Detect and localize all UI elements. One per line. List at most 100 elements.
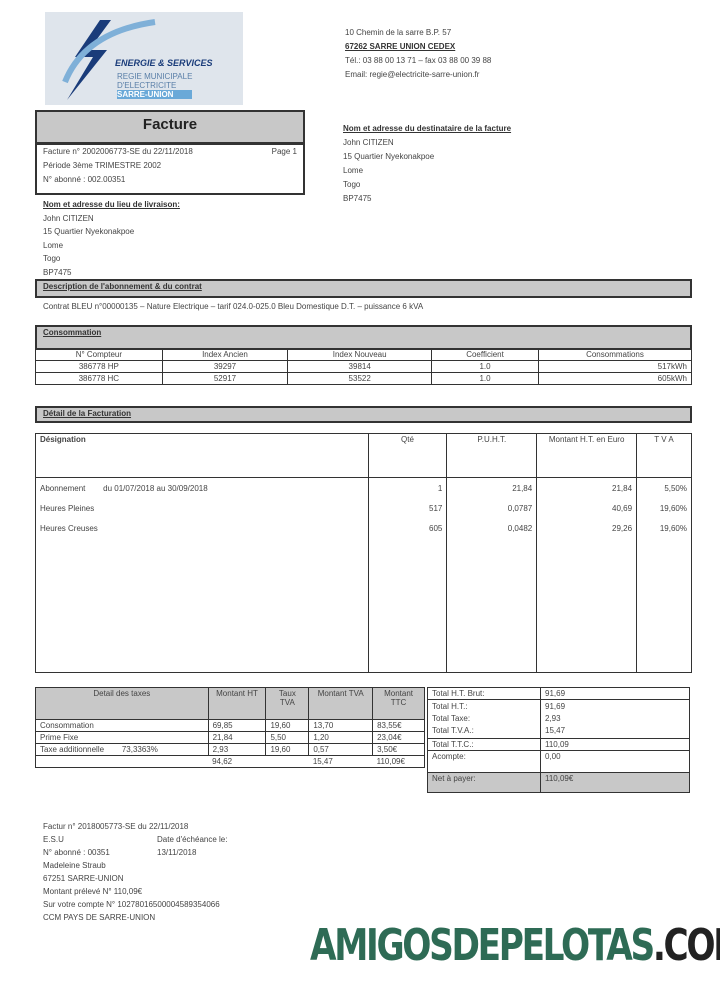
designation-cell: Abonnement du 01/07/2018 au 30/09/2018 He… [35, 477, 369, 673]
delivery-line: Togo [43, 254, 61, 263]
payment-slip: Factur n° 2018005773-SE du 22/11/2018 E.… [43, 820, 227, 924]
column-header: N° Compteur [35, 348, 163, 361]
table-cell: 94,62 [208, 755, 266, 768]
logo-text: REGIE MUNICIPALE D'ELECTRICITE SARRE-UNION [117, 72, 193, 99]
due-label: Date d'échéance le: [157, 835, 228, 844]
total-label: Total H.T.: Total Taxe: Total T.V.A.: [427, 699, 541, 739]
recipient-line: Togo [343, 180, 361, 189]
company-logo: ENERGIE & SERVICES REGIE MUNICIPALE D'ELE… [45, 12, 243, 105]
company-address: 10 Chemin de la sarre B.P. 57 67262 SARR… [345, 26, 491, 82]
recipient-heading: Nom et adresse du destinataire de la fac… [343, 124, 512, 133]
total-label: Total T.T.C.: [427, 738, 541, 751]
delivery-heading: Nom et adresse du lieu de livraison: [43, 200, 180, 209]
recipient-block: Nom et adresse du destinataire de la fac… [343, 122, 511, 206]
table-total-row: 94,62 15,47 110,09€ [35, 755, 425, 768]
table-cell: 19,60 [265, 743, 310, 756]
column-header: Index Nouveau [287, 348, 433, 361]
table-cell: 5,50 [265, 731, 310, 744]
total-row: Total H.T.: Total Taxe: Total T.V.A.: 91,69… [427, 699, 690, 739]
delivery-line: Lome [43, 240, 64, 250]
recipient-line: Lome [343, 166, 364, 175]
column-header: Taux TVA [265, 687, 310, 720]
billing-period: Période 3ème TRIMESTRE 2002 [43, 161, 162, 170]
unit-price-cell: 21,84 0,0787 0,0482 [446, 477, 538, 673]
column-header: Montant TVA [308, 687, 374, 720]
total-row: Total T.T.C.: 110,09 [427, 738, 690, 751]
table-row: Consommation 69,85 19,60 13,70 83,55€ [35, 719, 425, 732]
table-row: 386778 HP 39297 39814 1.0 517kWh [35, 360, 693, 373]
column-header: Consommations [537, 348, 693, 361]
table-row: 386778 HC 52917 53522 1.0 605kWh [35, 372, 693, 385]
column-header: Désignation [35, 433, 369, 478]
table-cell: 39297 [161, 360, 289, 373]
table-cell: 21,84 [207, 731, 267, 744]
slip-line: Montant prélevé N° 110,09€ [43, 887, 143, 896]
amount-cell: 21,84 40,69 29,26 [536, 477, 638, 673]
watermark: AMIGOSDEPELOTAS.COM [310, 920, 720, 971]
recipient-line: John CITIZEN [343, 138, 394, 147]
slip-invoice: Factur n° 2018005773-SE du 22/11/2018 [43, 822, 189, 831]
column-header: Detail des taxes [35, 687, 209, 720]
subscriber-number: N° abonné : 002.00351 [43, 175, 126, 184]
email-line: Email: regie@electricite-sarre-union.fr [345, 70, 480, 79]
delivery-line: BP7475 [43, 267, 72, 277]
delivery-line: John CITIZEN [43, 213, 94, 223]
total-label: Acompte: [427, 750, 541, 773]
table-header: N° Compteur Index Ancien Index Nouveau Coef… [35, 348, 693, 361]
table-cell: 15,47 [308, 755, 373, 768]
total-row: Total H.T. Brut: 91,69 [427, 687, 690, 700]
delivery-line: 15 Quartier Nyekonakpoe [43, 227, 135, 236]
slip-line: CCM PAYS DE SARRE-UNION [43, 913, 156, 922]
total-row: Acompte: 0,00 [427, 750, 690, 773]
slip-line: Sur votre compte N° 10278016500004589354… [43, 900, 220, 909]
table-header: Désignation Qté P.U.H.T. Montant H.T. en Eu… [35, 433, 692, 478]
column-header: Qté [367, 433, 448, 478]
qty-cell: 1 517 605 [367, 477, 448, 673]
table-cell: 53522 [287, 372, 433, 385]
table-cell: Taxe additionnelle 73,3363% [35, 743, 209, 756]
table-header: Detail des taxes Montant HT Taux TVA Montan… [35, 687, 425, 720]
table-cell: 110,09€ [372, 755, 425, 768]
table-cell: 386778 HP [35, 360, 163, 373]
net-to-pay-row: Net à payer: 110,09€ [427, 772, 690, 793]
table-cell: 605kWh [537, 372, 693, 385]
table-cell: 19,60 [265, 719, 310, 732]
tax-table: Detail des taxes Montant HT Taux TVA Montan… [35, 687, 425, 768]
column-header: Coefficient [431, 348, 539, 361]
column-header: Montant HT [207, 687, 267, 720]
table-cell: 13,70 [308, 719, 374, 732]
vat-cell: 5,50% 19,60% 19,60% [636, 477, 692, 673]
table-cell: 1.0 [431, 372, 539, 385]
invoice-title: Facture [35, 110, 305, 144]
table-cell: 3,50€ [372, 743, 425, 756]
consumption-heading: Consommation [35, 325, 692, 350]
table-cell: 83,55€ [372, 719, 425, 732]
table-cell: 1.0 [431, 360, 539, 373]
table-cell: 52917 [161, 372, 289, 385]
total-value: 110,09€ [540, 772, 690, 793]
phone-line: Tél.: 03 88 00 13 71 – fax 03 88 00 39 8… [345, 56, 492, 65]
total-value: 91,69 2,93 15,47 [540, 699, 690, 739]
recipient-line: BP7475 [343, 194, 372, 203]
table-cell: 386778 HC [35, 372, 163, 385]
invoice-info-box: Facture n° 2002006773-SE du 22/11/2018 Pa… [35, 143, 305, 195]
column-header: P.U.H.T. [446, 433, 538, 478]
table-cell [265, 755, 309, 768]
table-body: Abonnement du 01/07/2018 au 30/09/2018 He… [35, 477, 692, 673]
totals-table: Total H.T. Brut: 91,69 Total H.T.: Total T… [427, 687, 690, 793]
table-cell: 23,04€ [372, 731, 425, 744]
table-cell: Consommation [35, 719, 209, 732]
table-row: Taxe additionnelle 73,3363% 2,93 19,60 0,57… [35, 743, 425, 756]
table-cell: 0,57 [308, 743, 374, 756]
table-cell: 1,20 [308, 731, 374, 744]
table-cell: Prime Fixe [35, 731, 209, 744]
total-value: 0,00 [540, 750, 690, 773]
table-row: Prime Fixe 21,84 5,50 1,20 23,04€ [35, 731, 425, 744]
address-line: 67262 SARRE UNION CEDEX [345, 42, 456, 51]
contract-heading: Description de l'abonnement & du contrat [35, 279, 692, 298]
table-cell: 2,93 [207, 743, 267, 756]
table-cell: 39814 [287, 360, 433, 373]
invoice-number: Facture n° 2002006773-SE du 22/11/2018 [43, 147, 193, 156]
consumption-table: N° Compteur Index Ancien Index Nouveau Coef… [35, 348, 693, 385]
contract-text: Contrat BLEU n°00000135 – Nature Electri… [43, 302, 424, 311]
